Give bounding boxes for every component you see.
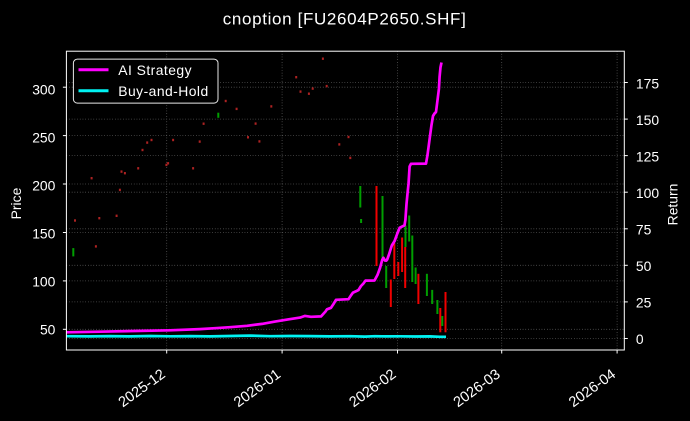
svg-text:50: 50 <box>636 258 652 274</box>
svg-text:AI Strategy: AI Strategy <box>118 62 192 78</box>
svg-text:75: 75 <box>636 221 652 237</box>
svg-text:Price: Price <box>8 187 24 219</box>
svg-text:50: 50 <box>40 322 56 338</box>
svg-text:300: 300 <box>32 81 55 97</box>
svg-text:125: 125 <box>636 149 659 165</box>
svg-text:25: 25 <box>636 294 652 310</box>
svg-text:cnoption [FU2604P2650.SHF]: cnoption [FU2604P2650.SHF] <box>223 9 467 28</box>
svg-text:Return: Return <box>665 184 681 226</box>
svg-text:250: 250 <box>32 129 55 145</box>
svg-text:150: 150 <box>32 225 55 241</box>
svg-text:Buy-and-Hold: Buy-and-Hold <box>118 83 208 99</box>
svg-text:175: 175 <box>636 76 659 92</box>
svg-text:200: 200 <box>32 177 55 193</box>
svg-text:100: 100 <box>636 185 659 201</box>
svg-text:150: 150 <box>636 112 659 128</box>
svg-text:100: 100 <box>32 273 55 289</box>
svg-text:0: 0 <box>636 331 644 347</box>
